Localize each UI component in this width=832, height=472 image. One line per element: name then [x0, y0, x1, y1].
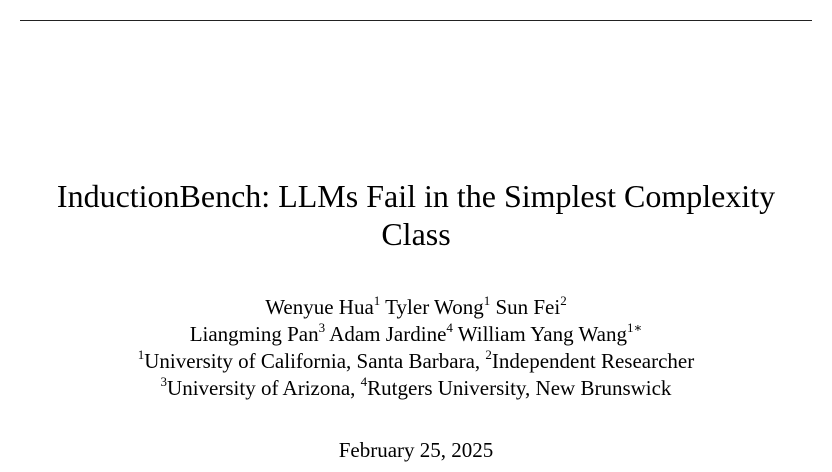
affiliation-mark: 2	[485, 347, 492, 362]
author-mark: 1∗	[626, 320, 643, 335]
author-mark: 3	[318, 320, 326, 335]
affiliation-name: University of California, Santa Barbara,	[144, 349, 486, 373]
author-line-2: Liangming Pan3 Adam Jardine4 William Yan…	[0, 321, 832, 348]
author-mark: 1	[483, 293, 491, 308]
affiliation-name: Independent Researcher	[491, 349, 695, 373]
author-name: Liangming Pan	[189, 322, 319, 346]
author-mark: 4	[446, 320, 453, 335]
paper-date: February 25, 2025	[338, 438, 494, 462]
paper-title: InductionBench: LLMs Fail in the Simples…	[0, 177, 832, 253]
author-name: Tyler Wong	[385, 295, 484, 319]
affiliation-mark: 4	[360, 374, 368, 389]
affiliation-line-1: 1University of California, Santa Barbara…	[0, 348, 832, 375]
author-line-1: Wenyue Hua1 Tyler Wong1 Sun Fei2	[0, 294, 832, 321]
author-mark: 2	[560, 293, 567, 308]
author-name: William Yang Wang	[457, 322, 627, 346]
affiliation-mark: 1	[137, 347, 145, 362]
title-line-1: InductionBench: LLMs Fail in the Simples…	[56, 178, 776, 214]
author-name: Wenyue Hua	[265, 295, 374, 319]
affiliation-line-2: 3University of Arizona, 4Rutgers Univers…	[0, 375, 832, 402]
header-rule	[20, 20, 812, 21]
author-name: Sun Fei	[495, 295, 561, 319]
affiliation-name: University of Arizona,	[167, 376, 361, 400]
author-mark: 1	[373, 293, 381, 308]
author-block: Wenyue Hua1 Tyler Wong1 Sun Fei2 Liangmi…	[0, 294, 832, 402]
author-name: Adam Jardine	[329, 322, 447, 346]
affiliation-mark: 3	[160, 374, 168, 389]
title-line-2: Class	[381, 216, 451, 252]
affiliation-name: Rutgers University, New Brunswick	[367, 376, 672, 400]
